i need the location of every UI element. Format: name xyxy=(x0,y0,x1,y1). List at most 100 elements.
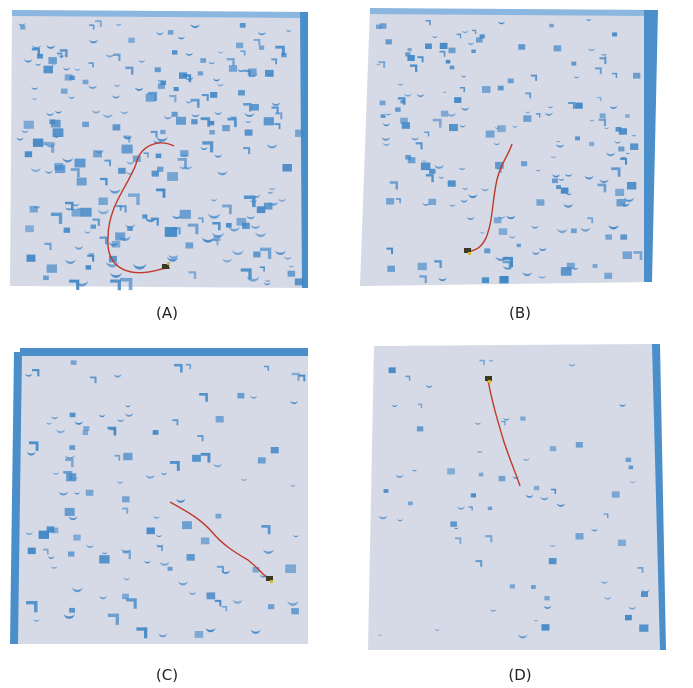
obstacle xyxy=(125,66,134,75)
obstacle xyxy=(127,226,133,231)
obstacle xyxy=(38,530,49,539)
obstacle xyxy=(397,97,406,105)
obstacle xyxy=(230,115,237,119)
obstacle xyxy=(453,526,459,530)
obstacle xyxy=(397,518,404,522)
obstacle xyxy=(72,586,83,593)
panel-d xyxy=(368,342,668,652)
obstacle xyxy=(400,117,408,124)
obstacle xyxy=(217,170,228,176)
obstacle xyxy=(468,193,478,199)
obstacle xyxy=(125,404,131,408)
obstacle xyxy=(102,113,113,118)
obstacle xyxy=(45,142,56,148)
obstacle xyxy=(240,268,252,280)
obstacle xyxy=(533,619,538,622)
obstacle xyxy=(198,217,204,223)
caption-c: (C) xyxy=(155,666,179,684)
obstacle xyxy=(151,170,159,177)
obstacle xyxy=(138,59,146,63)
obstacle xyxy=(518,44,526,50)
obstacle xyxy=(200,537,210,545)
obstacle xyxy=(585,18,592,21)
obstacle xyxy=(64,454,75,460)
obstacle xyxy=(395,474,404,478)
obstacle xyxy=(74,420,83,425)
obstacle xyxy=(275,112,283,120)
obstacle xyxy=(105,53,115,58)
obstacle xyxy=(558,177,565,181)
obstacle xyxy=(64,201,74,211)
obstacle xyxy=(449,65,455,70)
left-wall xyxy=(10,352,22,644)
obstacle xyxy=(82,121,89,128)
obstacle xyxy=(122,496,130,503)
obstacle xyxy=(474,421,481,425)
obstacle xyxy=(596,96,602,102)
obstacle xyxy=(87,254,95,262)
obstacle xyxy=(257,457,266,464)
obstacle xyxy=(206,592,216,600)
obstacle xyxy=(232,598,243,604)
obstacle xyxy=(485,130,495,138)
obstacle xyxy=(290,484,296,487)
obstacle xyxy=(168,254,178,259)
obstacle xyxy=(250,628,261,634)
obstacle xyxy=(263,548,274,554)
scene-c xyxy=(10,348,308,644)
obstacle xyxy=(155,153,162,159)
obstacle xyxy=(407,157,416,164)
obstacle xyxy=(65,258,76,265)
obstacle xyxy=(32,369,40,377)
obstacle xyxy=(128,37,135,43)
obstacle xyxy=(601,54,607,59)
obstacle xyxy=(120,110,129,115)
obstacle xyxy=(134,86,144,91)
obstacle xyxy=(556,502,565,507)
obstacle xyxy=(575,102,583,109)
obstacle xyxy=(503,417,510,421)
obstacle xyxy=(284,255,292,260)
obstacle xyxy=(291,372,300,381)
obstacle xyxy=(174,363,183,373)
obstacle xyxy=(271,106,279,114)
obstacle xyxy=(122,550,131,560)
obstacle xyxy=(16,137,24,141)
obstacle xyxy=(150,130,158,138)
obstacle xyxy=(571,228,577,234)
obstacle xyxy=(167,256,179,262)
obstacle xyxy=(412,468,417,472)
obstacle xyxy=(269,186,276,191)
obstacle xyxy=(21,129,29,134)
obstacle xyxy=(620,234,628,240)
scene-a xyxy=(10,10,308,291)
obstacle xyxy=(185,52,193,56)
obstacle xyxy=(482,86,491,93)
obstacle xyxy=(544,596,550,601)
obstacle xyxy=(434,628,440,631)
obstacle xyxy=(52,471,60,475)
obstacle xyxy=(244,112,255,118)
obstacle xyxy=(637,567,644,573)
obstacle xyxy=(552,178,558,184)
obstacle xyxy=(502,260,512,270)
obstacle xyxy=(160,129,166,135)
obstacle xyxy=(544,111,553,116)
obstacle xyxy=(614,140,621,144)
obstacle xyxy=(503,265,512,270)
obstacle xyxy=(625,457,632,462)
obstacle xyxy=(50,212,63,224)
obstacle xyxy=(263,365,270,371)
obstacle xyxy=(631,134,637,137)
obstacle xyxy=(516,243,521,248)
obstacle xyxy=(498,228,508,235)
obstacle xyxy=(401,122,410,129)
obstacle xyxy=(209,130,215,135)
obstacle xyxy=(597,183,607,193)
obstacle xyxy=(208,61,215,65)
obstacle xyxy=(382,122,390,127)
obstacle xyxy=(256,206,266,214)
obstacle xyxy=(556,227,568,234)
obstacle xyxy=(417,56,424,63)
obstacle xyxy=(109,428,116,435)
